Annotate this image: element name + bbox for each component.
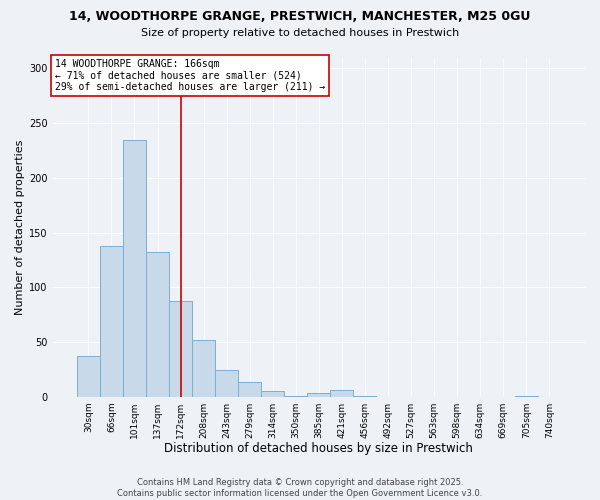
Bar	[215, 370, 238, 396]
Y-axis label: Number of detached properties: Number of detached properties	[15, 140, 25, 314]
Text: Contains HM Land Registry data © Crown copyright and database right 2025.
Contai: Contains HM Land Registry data © Crown c…	[118, 478, 482, 498]
Text: 14 WOODTHORPE GRANGE: 166sqm
← 71% of detached houses are smaller (524)
29% of s: 14 WOODTHORPE GRANGE: 166sqm ← 71% of de…	[55, 59, 326, 92]
Bar	[192, 340, 215, 396]
Text: Size of property relative to detached houses in Prestwich: Size of property relative to detached ho…	[141, 28, 459, 38]
X-axis label: Distribution of detached houses by size in Prestwich: Distribution of detached houses by size …	[164, 442, 473, 455]
Bar	[261, 391, 284, 396]
Text: 14, WOODTHORPE GRANGE, PRESTWICH, MANCHESTER, M25 0GU: 14, WOODTHORPE GRANGE, PRESTWICH, MANCHE…	[70, 10, 530, 23]
Bar	[169, 302, 192, 396]
Bar	[77, 356, 100, 397]
Bar	[100, 246, 123, 396]
Bar	[238, 382, 261, 396]
Bar	[307, 394, 331, 396]
Bar	[331, 390, 353, 396]
Bar	[146, 252, 169, 396]
Bar	[123, 140, 146, 396]
